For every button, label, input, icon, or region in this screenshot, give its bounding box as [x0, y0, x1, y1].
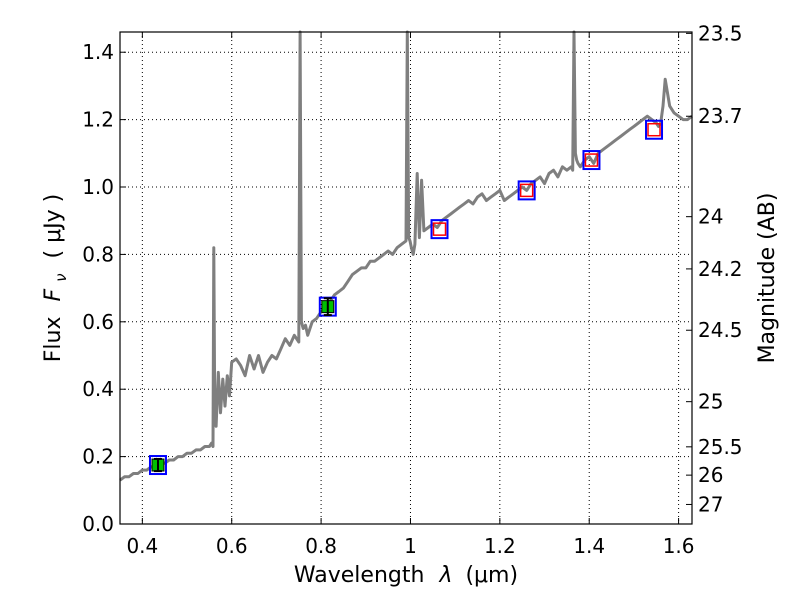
model-flux-marker — [645, 119, 664, 140]
x-tick-label: 1 — [404, 534, 417, 558]
upper-limit-marker — [584, 153, 599, 167]
y-tick-label: 0.4 — [82, 377, 114, 401]
x-axis-label: Wavelength λ (μm) — [294, 563, 518, 588]
y2-tick-label: 24 — [698, 205, 723, 229]
y-axis-label-symbol: F — [41, 288, 66, 301]
y-tick-label: 0.8 — [82, 242, 114, 266]
model-flux-marker — [582, 150, 601, 171]
model-flux-marker — [517, 180, 536, 201]
y-axis-label: Flux F ν ( μJy ) — [41, 194, 72, 362]
plot-frame — [119, 31, 693, 525]
y2-tick-label: 26 — [698, 463, 723, 487]
x-tick-label: 0.8 — [305, 534, 337, 558]
model-flux-marker — [430, 219, 449, 240]
y2-tick-label: 27 — [698, 492, 723, 516]
y-axis-label-prefix: Flux — [41, 316, 66, 362]
y2-tick-label: 24.2 — [698, 257, 743, 281]
x-tick-label: 1.4 — [573, 534, 605, 558]
points-layer — [148, 119, 664, 476]
x-tick-label: 1.6 — [663, 534, 695, 558]
model-flux-marker — [148, 455, 167, 476]
x-tick-label: 0.4 — [126, 534, 158, 558]
y-tick-label: 1.2 — [82, 108, 114, 132]
series-layer — [119, 30, 693, 482]
x-axis-label-prefix: Wavelength — [294, 563, 425, 588]
y-axis-label-sub: ν — [52, 273, 70, 281]
y-axis-label-unit: ( μJy ) — [41, 194, 66, 259]
upper-limit-marker — [519, 183, 534, 198]
y2-tick-label: 25 — [698, 390, 723, 414]
spectrum-line — [119, 30, 693, 482]
y-tick-label: 0.0 — [82, 512, 114, 536]
x-axis-label-unit: (μm) — [465, 563, 518, 588]
y-tick-label: 0.6 — [82, 310, 114, 334]
y2-tick-label: 23.7 — [698, 104, 743, 128]
x-axis-label-symbol: λ — [438, 563, 452, 588]
tick-layer: 0.4 0.6 0.8 1 1.2 1.4 1.6 0.0 0.2 0.4 0.6 0.8 1.0 1.2… — [82, 21, 742, 558]
y2-tick-label: 25.5 — [698, 435, 743, 459]
y-tick-label: 0.2 — [82, 445, 114, 469]
upper-limit-marker — [432, 222, 447, 236]
y-tick-label: 1.4 — [82, 40, 114, 64]
y2-tick-label: 23.5 — [698, 21, 743, 45]
y2-tick-label: 24.5 — [698, 318, 743, 342]
y2-axis-label: Magnitude (AB) — [755, 193, 780, 364]
y-tick-label: 1.0 — [82, 175, 114, 199]
x-tick-label: 1.2 — [484, 534, 516, 558]
upper-limit-marker — [647, 122, 661, 137]
x-tick-label: 0.6 — [216, 534, 248, 558]
